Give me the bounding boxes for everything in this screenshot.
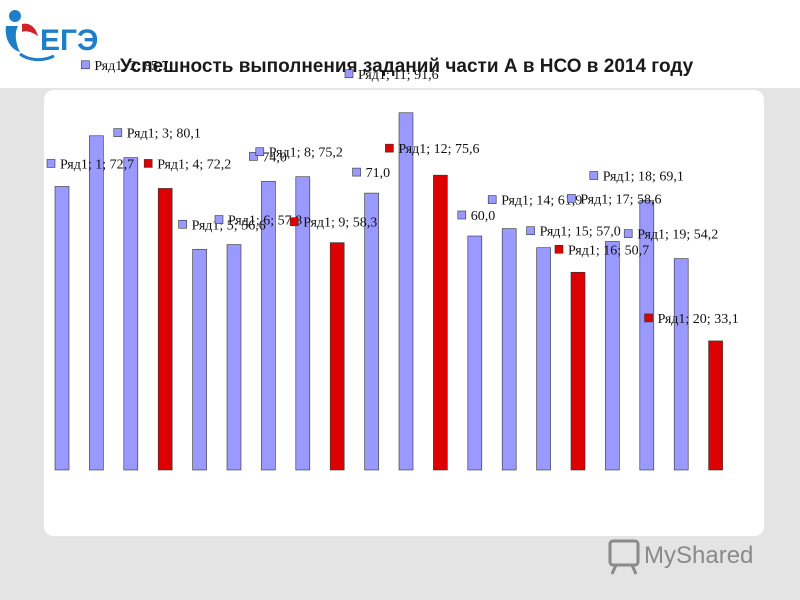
- legend-key-icon: [623, 229, 633, 238]
- data-label-18: Ряд1; 18; 69,1: [589, 170, 684, 185]
- ege-logo: ЕГЭ: [5, 10, 98, 62]
- data-label-text: Ряд1; 8; 75,2: [269, 146, 343, 161]
- data-label-text: Ряд1; 3; 80,1: [127, 127, 201, 142]
- legend-key-icon: [644, 313, 653, 323]
- bar-11: [398, 112, 414, 471]
- data-label-19: Ряд1; 19; 54,2: [623, 228, 718, 243]
- legend-key-icon: [178, 219, 187, 229]
- data-label-text: Ряд1; 17; 58,6: [580, 192, 661, 207]
- legend-key-icon: [143, 159, 153, 168]
- data-label-3: Ряд1; 3; 80,1: [113, 127, 201, 142]
- data-label-15: Ряд1; 15; 57,0: [526, 225, 621, 240]
- bar-9: [329, 242, 345, 471]
- data-label-text: Ряд1; 9; 58,3: [303, 216, 377, 231]
- data-label-text: Ряд1; 5; 56,6: [192, 218, 266, 233]
- legend-key-icon: [352, 167, 361, 177]
- bar-16: [570, 271, 586, 471]
- data-label-text: Ряд1; 20; 33,1: [658, 312, 739, 327]
- logo-arm-icon: [22, 23, 38, 36]
- data-label-text: Ряд1; 1; 72,7: [60, 157, 134, 172]
- data-label-text: 60,0: [471, 209, 496, 224]
- data-label-6: Ряд1; 6; 57,8: [214, 214, 302, 229]
- data-label-text: Ряд1; 12; 75,6: [398, 142, 479, 157]
- data-label-1: Ряд1; 1; 72,7: [46, 157, 134, 172]
- data-label-text: Ряд1; 2; 85,7: [94, 59, 168, 74]
- data-label-20: Ряд1; 20; 33,1: [644, 312, 739, 327]
- data-label-17: Ряд1; 17; 58,6: [567, 192, 662, 207]
- data-label-10: 71,0: [352, 166, 391, 181]
- bar-20: [708, 340, 723, 471]
- bar-6: [226, 244, 242, 471]
- data-label-text: Ряд1; 11; 91,6: [358, 68, 439, 83]
- bar-7: [261, 181, 276, 471]
- presentation-leg-icon: [610, 564, 618, 575]
- logo-swoosh-icon: [19, 52, 55, 62]
- legend-key-icon: [249, 152, 258, 161]
- bar-2: [89, 135, 104, 471]
- legend-key-icon: [46, 159, 56, 168]
- data-label-5: Ряд1; 5; 56,6: [178, 218, 266, 233]
- logo-body-icon: [5, 26, 20, 52]
- legend-key-icon: [344, 69, 354, 79]
- data-label-9: Ряд1; 9; 58,3: [289, 216, 377, 231]
- data-label-2: Ряд1; 2; 85,7: [81, 59, 169, 74]
- bar-12: [433, 174, 448, 471]
- legend-key-icon: [385, 143, 394, 153]
- legend-key-icon: [289, 217, 299, 226]
- data-label-11: Ряд1; 11; 91,6: [344, 68, 439, 83]
- legend-key-icon: [81, 60, 90, 70]
- data-labels-group: Ряд1; 1; 72,7 Ряд1; 2; 85,7 Ряд1; 3; 80,1 Р…: [46, 59, 739, 327]
- bar-3: [123, 157, 139, 471]
- bar-4: [157, 188, 173, 471]
- bar-17: [605, 241, 620, 471]
- logo-text: ЕГЭ: [40, 24, 98, 57]
- presentation-icon: [608, 539, 640, 567]
- legend-key-icon: [589, 171, 599, 180]
- data-label-text: Ряд1; 4; 72,2: [157, 157, 231, 172]
- data-label-13: 60,0: [457, 209, 496, 224]
- legend-key-icon: [526, 226, 535, 235]
- data-label-12: Ряд1; 12; 75,6: [385, 142, 480, 157]
- presentation-leg-icon: [630, 564, 638, 575]
- page-title: Успешность выполнения заданий части А в …: [120, 56, 694, 77]
- data-label-16: Ряд1; 16; 50,7: [554, 243, 649, 258]
- data-label-text: 71,0: [366, 166, 391, 181]
- watermark-text: MyShared: [644, 542, 753, 569]
- legend-key-icon: [113, 128, 123, 137]
- data-label-7: 74,0: [249, 150, 287, 165]
- bar-10: [364, 192, 379, 471]
- header: ЕГЭ Успешность выполнения заданий части …: [0, 0, 800, 88]
- logo-head-icon: [9, 10, 21, 22]
- bars-group: [54, 112, 723, 471]
- data-label-text: Ряд1; 14; 61,9: [501, 194, 582, 209]
- data-label-8: Ряд1; 8; 75,2: [255, 146, 343, 161]
- bar-13: [467, 235, 483, 471]
- legend-key-icon: [554, 244, 564, 254]
- bar-18: [639, 200, 655, 471]
- watermark: MyShared: [608, 539, 753, 575]
- data-label-text: Ряд1; 18; 69,1: [603, 170, 684, 185]
- legend-key-icon: [214, 215, 224, 224]
- bar-15: [536, 247, 551, 471]
- data-label-text: Ряд1; 15; 57,0: [540, 225, 621, 240]
- bar-8: [295, 176, 311, 471]
- bar-19: [673, 258, 689, 471]
- data-label-text: Ряд1; 6; 57,8: [228, 214, 302, 229]
- bar-5: [192, 248, 207, 471]
- data-label-text: 74,0: [262, 150, 287, 165]
- legend-key-icon: [567, 194, 576, 203]
- legend-key-icon: [487, 195, 497, 204]
- data-label-text: Ряд1; 19; 54,2: [637, 228, 718, 243]
- legend-key-icon: [457, 210, 467, 220]
- legend-key-icon: [255, 147, 265, 157]
- data-label-4: Ряд1; 4; 72,2: [143, 157, 231, 172]
- data-label-14: Ряд1; 14; 61,9: [487, 194, 582, 209]
- bar-1: [54, 186, 70, 471]
- data-label-text: Ряд1; 16; 50,7: [568, 243, 649, 258]
- bar-14: [501, 228, 517, 471]
